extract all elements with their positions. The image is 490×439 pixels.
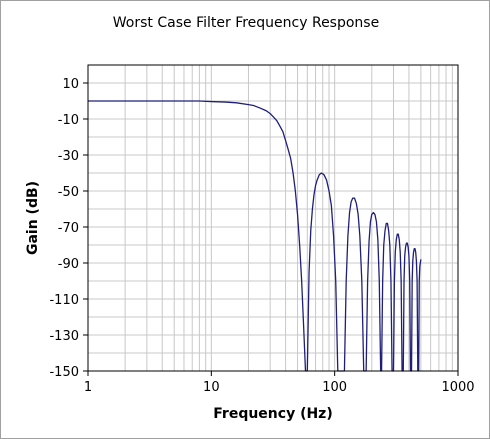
x-tick-label: 1000 bbox=[441, 380, 474, 395]
y-tick-label: -150 bbox=[49, 365, 79, 380]
x-tick-label: 100 bbox=[322, 380, 347, 395]
y-tick-label: -90 bbox=[58, 257, 79, 272]
y-tick-label: -10 bbox=[58, 113, 79, 128]
series-group bbox=[88, 100, 422, 372]
y-axis-title: Gain (dB) bbox=[25, 181, 41, 255]
y-tick-labels: 10 -10 -30 -50 -70 -90 -110 -130 -150 bbox=[49, 77, 88, 380]
x-tick-labels: 1 10 100 1000 bbox=[84, 371, 475, 395]
plot-area-frame bbox=[87, 64, 459, 372]
y-tick-label: 10 bbox=[62, 77, 79, 92]
x-tick-label: 10 bbox=[203, 380, 220, 395]
y-tick-label: -130 bbox=[49, 329, 79, 344]
x-tick-label: 1 bbox=[84, 380, 92, 395]
series-line bbox=[88, 100, 422, 372]
y-tick-label: -30 bbox=[58, 149, 79, 164]
x-axis-title: Frequency (Hz) bbox=[213, 406, 332, 422]
y-tick-label: -70 bbox=[58, 221, 79, 236]
chart-title: Worst Case Filter Frequency Response bbox=[113, 15, 379, 31]
y-tick-label: -50 bbox=[58, 185, 79, 200]
y-tick-label: -110 bbox=[49, 293, 79, 308]
grid-lines bbox=[88, 64, 458, 372]
